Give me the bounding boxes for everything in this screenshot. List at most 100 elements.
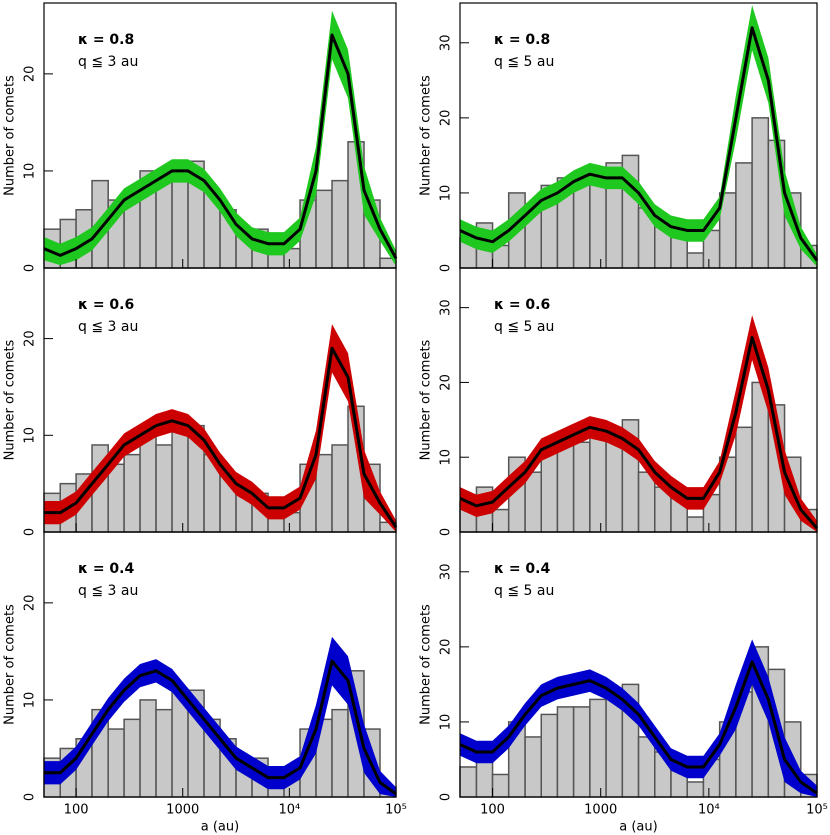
y-tick-label: 10 bbox=[23, 692, 38, 709]
y-axis-label: Number of comets bbox=[419, 339, 434, 460]
y-axis-label: Number of comets bbox=[3, 75, 18, 196]
hist-bar bbox=[589, 434, 607, 533]
y-tick-label: 0 bbox=[23, 264, 38, 272]
y-tick-label: 20 bbox=[23, 66, 38, 83]
model-band bbox=[460, 315, 817, 532]
y-tick-label: 10 bbox=[439, 185, 454, 202]
model-line bbox=[44, 346, 398, 528]
y-tick-label: 20 bbox=[439, 374, 454, 391]
plot-frame bbox=[459, 531, 818, 798]
y-axis-label: Number of comets bbox=[3, 604, 18, 725]
hist-bar bbox=[491, 508, 510, 533]
hist-bar bbox=[540, 713, 559, 798]
y-axis-label: Number of comets bbox=[419, 604, 434, 725]
y-tick-label: 20 bbox=[23, 595, 38, 612]
model-band bbox=[460, 5, 817, 267]
model-line bbox=[459, 26, 819, 262]
x-tick-label: 10⁵ bbox=[385, 803, 407, 818]
hist-bar bbox=[491, 773, 510, 798]
hist-bar bbox=[139, 434, 157, 533]
y-tick-label: 30 bbox=[439, 564, 454, 581]
model-line bbox=[459, 660, 818, 795]
hist-bar bbox=[556, 441, 575, 533]
hist-bar bbox=[589, 698, 607, 798]
y-tick-label: 20 bbox=[439, 110, 454, 127]
x-tick-label: 10⁴ bbox=[698, 803, 720, 818]
x-tick-label: 10⁴ bbox=[278, 803, 300, 818]
annotation: κ = 0.4 bbox=[494, 561, 550, 577]
annotation: κ = 0.8 bbox=[78, 32, 134, 48]
annotation: κ = 0.8 bbox=[494, 32, 550, 48]
hist-bar bbox=[556, 706, 575, 798]
x-tick-label: 100 bbox=[64, 803, 89, 818]
y-axis-label: Number of comets bbox=[3, 339, 18, 460]
hist-bar bbox=[735, 426, 753, 533]
y-tick-label: 10 bbox=[23, 163, 38, 180]
y-tick-label: 20 bbox=[439, 639, 454, 656]
x-tick-label: 10⁵ bbox=[806, 803, 828, 818]
x-axis-label: a (au) bbox=[201, 820, 239, 835]
hist-bar bbox=[331, 708, 349, 798]
hist-bar bbox=[686, 781, 705, 798]
annotation: q ≦ 3 au bbox=[78, 319, 138, 335]
x-tick-label: 1000 bbox=[584, 803, 617, 818]
y-tick-label: 0 bbox=[23, 793, 38, 801]
x-axis-label: a (au) bbox=[619, 820, 657, 835]
hist-bar bbox=[123, 718, 141, 798]
y-tick-label: 0 bbox=[23, 528, 38, 536]
hist-bar bbox=[123, 453, 141, 533]
y-tick-label: 20 bbox=[23, 330, 38, 347]
hist-bar bbox=[315, 189, 333, 269]
hist-bar bbox=[139, 699, 157, 798]
hist-bar bbox=[171, 424, 189, 533]
hist-bar bbox=[524, 736, 542, 798]
y-tick-label: 0 bbox=[439, 528, 454, 536]
annotation: q ≦ 3 au bbox=[78, 54, 138, 70]
hist-bar bbox=[459, 766, 478, 798]
hist-bar bbox=[155, 708, 173, 798]
hist-bar bbox=[155, 444, 173, 533]
hist-bar bbox=[637, 736, 656, 798]
hist-bar bbox=[572, 706, 591, 798]
model-line bbox=[459, 336, 819, 530]
y-tick-label: 30 bbox=[439, 35, 454, 52]
hist-bar bbox=[751, 117, 770, 269]
y-tick-label: 30 bbox=[439, 299, 454, 316]
y-axis-label: Number of comets bbox=[419, 75, 434, 196]
annotation: q ≦ 5 au bbox=[494, 319, 554, 335]
y-tick-label: 10 bbox=[439, 449, 454, 466]
plot-frame bbox=[43, 531, 397, 798]
hist-bar bbox=[107, 728, 125, 798]
model-band bbox=[460, 639, 817, 797]
hist-bar bbox=[315, 453, 333, 533]
model-line bbox=[43, 33, 398, 260]
y-tick-label: 10 bbox=[439, 714, 454, 731]
hist-bar bbox=[540, 448, 559, 533]
annotation: q ≦ 3 au bbox=[78, 583, 138, 599]
annotation: q ≦ 5 au bbox=[494, 54, 554, 70]
annotation: κ = 0.6 bbox=[494, 297, 550, 313]
hist-bar bbox=[572, 441, 591, 533]
hist-bar bbox=[686, 516, 705, 533]
hist-bar bbox=[637, 471, 656, 533]
x-tick-label: 1000 bbox=[166, 803, 199, 818]
hist-bar bbox=[751, 381, 770, 533]
hist-bar bbox=[107, 463, 125, 533]
annotation: κ = 0.6 bbox=[78, 297, 134, 313]
model-band bbox=[44, 636, 396, 797]
model-line bbox=[44, 659, 397, 796]
hist-bar bbox=[735, 162, 753, 269]
hist-bar bbox=[524, 471, 542, 533]
annotation: q ≦ 5 au bbox=[494, 583, 554, 599]
y-tick-label: 0 bbox=[439, 264, 454, 272]
y-tick-label: 10 bbox=[23, 427, 38, 444]
x-tick-label: 100 bbox=[480, 803, 505, 818]
hist-bar bbox=[686, 252, 705, 269]
hist-bar bbox=[331, 179, 349, 269]
annotation: κ = 0.4 bbox=[78, 561, 134, 577]
hist-bar bbox=[331, 444, 349, 533]
y-tick-label: 0 bbox=[439, 793, 454, 801]
hist-bar bbox=[155, 179, 173, 269]
